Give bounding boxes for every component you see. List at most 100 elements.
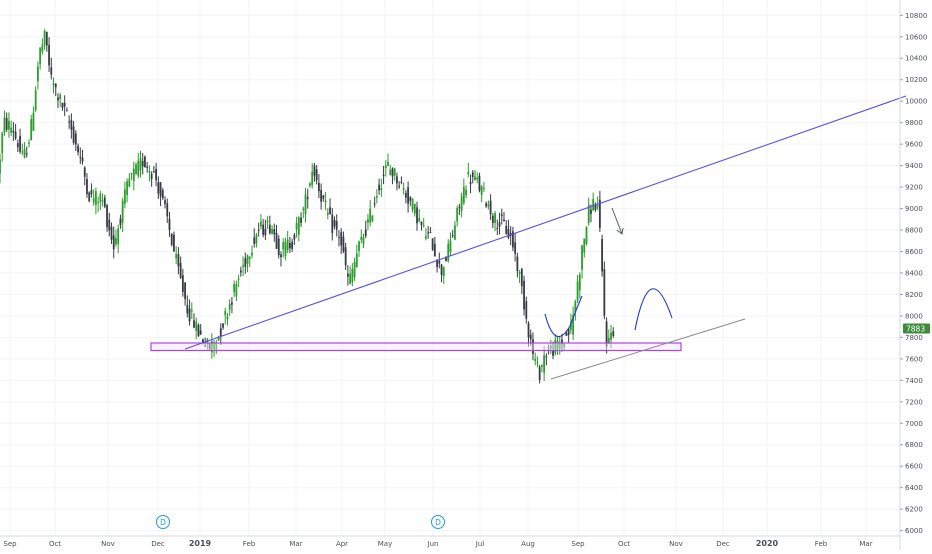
- candle-body: [331, 214, 334, 233]
- candle-body: [538, 366, 541, 380]
- time-tick-label: Jul: [475, 540, 485, 548]
- candle: [340, 228, 343, 254]
- dividend-marker[interactable]: D: [431, 515, 445, 529]
- candle-body: [61, 102, 64, 108]
- candle: [251, 245, 253, 259]
- candle-body: [364, 229, 367, 236]
- candle-body: [186, 305, 189, 314]
- candle-body: [3, 117, 6, 133]
- candle-body: [574, 301, 577, 313]
- candle: [231, 296, 233, 314]
- candle-body: [157, 182, 160, 194]
- price-axis[interactable]: 6000 6200 6400 6600 6800 7000 7200 7400 7600 7800…: [899, 0, 927, 550]
- price-tick-label: 10200: [905, 76, 927, 84]
- candle: [329, 198, 331, 215]
- lower-support-trendline[interactable]: [550, 318, 746, 380]
- support-zone-rectangle[interactable]: [150, 342, 682, 352]
- candle-body: [23, 148, 26, 158]
- candle: [94, 187, 97, 215]
- candle-body: [280, 254, 282, 258]
- projected-top-arc[interactable]: [634, 288, 673, 331]
- candle-body: [12, 130, 15, 133]
- candle: [106, 204, 108, 232]
- candle-body: [231, 302, 233, 305]
- candle: [117, 224, 120, 254]
- candle-body: [222, 323, 224, 328]
- candle-body: [130, 173, 133, 175]
- candle-body: [389, 169, 392, 176]
- candle-body: [375, 196, 378, 198]
- candle: [237, 274, 240, 288]
- candle: [77, 143, 79, 156]
- candle-body: [342, 236, 345, 252]
- candle-body: [146, 166, 149, 168]
- candle: [440, 263, 443, 283]
- candle: [442, 266, 445, 285]
- candle-body: [79, 156, 82, 158]
- candle: [447, 239, 450, 263]
- candle: [558, 336, 561, 355]
- candle: [45, 31, 48, 52]
- candle-body: [438, 260, 441, 264]
- candle: [195, 317, 198, 340]
- candle: [364, 220, 367, 239]
- candle-body: [208, 342, 211, 349]
- candle-body: [556, 340, 559, 350]
- candle: [387, 153, 389, 167]
- candle-body: [469, 182, 472, 185]
- candle-body: [54, 83, 57, 88]
- candle-body: [275, 233, 278, 249]
- candle: [99, 190, 102, 210]
- candle: [505, 220, 508, 235]
- candle: [610, 324, 612, 349]
- candle-body: [59, 94, 62, 100]
- candle-body: [498, 222, 501, 227]
- candle-body: [115, 238, 117, 245]
- candle-body: [442, 267, 445, 277]
- candle-body: [97, 202, 100, 204]
- candle: [411, 197, 414, 213]
- candle: [587, 197, 590, 226]
- price-tick-label: 6200: [905, 506, 923, 514]
- dividend-marker[interactable]: D: [156, 515, 170, 529]
- time-axis[interactable]: Sep Oct Nov Dec 2019 Feb Mar Apr May Jun Jul Aug Sep…: [0, 535, 900, 548]
- candle: [112, 226, 115, 259]
- candle-body: [491, 215, 494, 224]
- candle: [16, 139, 19, 153]
- candle: [141, 153, 144, 175]
- candle-body: [86, 179, 88, 194]
- rising-trendline[interactable]: [184, 95, 907, 350]
- candle: [398, 181, 401, 189]
- candle-body: [532, 339, 534, 354]
- candle: [306, 188, 309, 209]
- candle: [601, 234, 604, 277]
- candle-body: [561, 339, 563, 345]
- time-tick-label: Sep: [571, 540, 585, 548]
- candle: [456, 205, 459, 227]
- price-tick-label: 10400: [905, 55, 927, 63]
- candle-body: [166, 203, 169, 217]
- candle: [471, 170, 474, 184]
- candle-body: [558, 344, 561, 349]
- candle: [135, 162, 137, 175]
- candle: [43, 29, 46, 51]
- price-tick-label: 7600: [905, 355, 923, 363]
- candle-body: [465, 189, 467, 196]
- candle-body: [25, 153, 28, 155]
- down-arrow-line[interactable]: [611, 207, 623, 235]
- candle: [324, 191, 327, 211]
- candle: [121, 197, 124, 233]
- candle-body: [416, 207, 418, 224]
- candle: [8, 112, 10, 138]
- candle-body: [248, 257, 251, 259]
- candle: [605, 317, 608, 354]
- candle: [525, 296, 528, 324]
- candle: [152, 165, 155, 174]
- candle-body: [601, 239, 604, 272]
- candle: [12, 122, 15, 142]
- candle-body: [215, 343, 218, 351]
- candle-body: [239, 270, 242, 273]
- candle-body: [476, 177, 479, 180]
- candle-body: [462, 186, 465, 204]
- rounded-bottom-arc[interactable]: [544, 295, 583, 338]
